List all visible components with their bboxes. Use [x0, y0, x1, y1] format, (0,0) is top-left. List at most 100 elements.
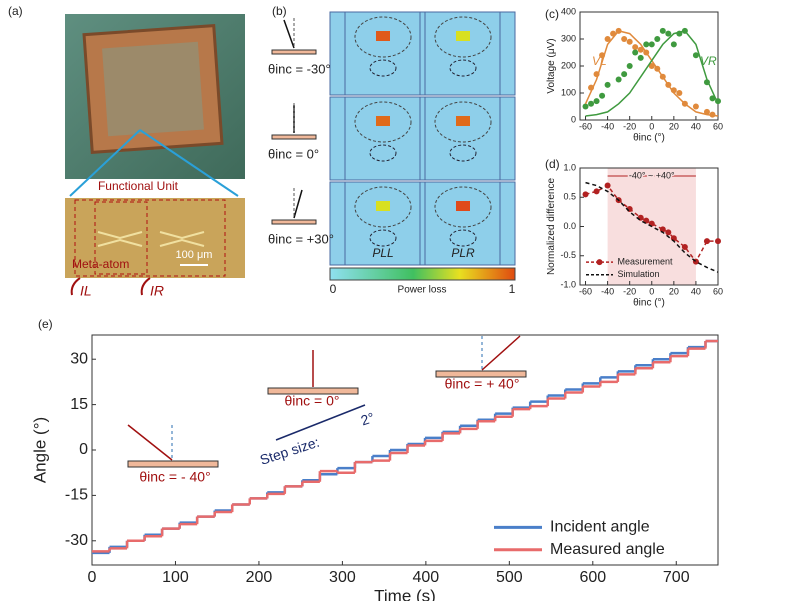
- panel-label: (d): [545, 157, 560, 171]
- y-tick-label: -15: [65, 487, 88, 504]
- x-tick-label: -60: [579, 287, 592, 297]
- x-tick-label: 40: [691, 122, 701, 132]
- sim-ellipse: [449, 59, 477, 77]
- colorbar-label: Power loss: [398, 285, 447, 296]
- hotspot: [376, 116, 390, 126]
- data-point: [648, 41, 655, 48]
- meta-atom-box: [94, 201, 148, 275]
- data-point: [692, 103, 699, 110]
- simulation: θinc = -30° θinc = 0° PLL PLR θinc = +30°: [268, 11, 516, 266]
- colorbar: [329, 267, 516, 281]
- sample-plate: [127, 460, 219, 468]
- data-line: [585, 184, 718, 263]
- y-tick-label: 300: [561, 33, 576, 43]
- y-tick-label: 400: [561, 6, 576, 16]
- hotspot: [456, 116, 470, 126]
- sample-plate: [271, 219, 317, 225]
- annotation: 2°: [359, 409, 377, 428]
- panel-label: (c): [545, 7, 559, 21]
- sim-ellipse: [369, 59, 397, 77]
- range-label: -40° ~ +40°: [629, 170, 675, 180]
- incidence-arrow: [481, 335, 521, 371]
- colorbar-min: 0: [330, 282, 337, 296]
- x-tick-label: 20: [669, 287, 679, 297]
- data-point: [676, 90, 683, 96]
- functional-unit-box: [74, 199, 226, 277]
- lead: [140, 277, 151, 296]
- data-point: [599, 92, 606, 99]
- angle-label: θinc = 0°: [268, 146, 319, 161]
- x-tick-label: 200: [246, 569, 273, 586]
- data-point: [665, 30, 672, 37]
- x-axis-label: Time (s): [374, 586, 436, 601]
- incidence-arrow: [283, 19, 295, 49]
- data-line: [585, 181, 719, 273]
- step-arrow: [275, 404, 366, 441]
- x-tick-label: 0: [649, 122, 654, 132]
- data-point: [632, 44, 639, 51]
- x-tick-label: 600: [579, 569, 606, 586]
- x-tick-label: -40: [601, 122, 614, 132]
- x-tick-label: -20: [623, 287, 636, 297]
- data-point: [637, 54, 644, 61]
- lead: [70, 277, 81, 296]
- sim-ellipse: [449, 229, 477, 247]
- sim-ellipse: [434, 186, 492, 228]
- x-tick-label: -60: [579, 122, 592, 132]
- y-tick-label: 1.0: [563, 162, 576, 172]
- y-tick-label: 100: [561, 87, 576, 97]
- sim-cell: [329, 181, 516, 266]
- zoom-line: [139, 129, 239, 197]
- y-tick-label: -0.5: [560, 250, 576, 260]
- panel-label: (e): [38, 317, 53, 331]
- x-tick-label: 700: [663, 569, 690, 586]
- y-tick-label: 0: [571, 114, 576, 124]
- hotspot: [376, 31, 390, 41]
- angle-label: θinc = -30°: [268, 61, 331, 76]
- annotation: θinc = + 40°: [445, 376, 520, 392]
- data-point: [670, 41, 677, 48]
- data-point: [692, 52, 699, 59]
- sim-ellipse: [434, 101, 492, 143]
- sim-ellipse: [369, 229, 397, 247]
- legend-label: Simulation: [618, 269, 660, 279]
- current-label: IR: [150, 283, 164, 299]
- sample-plate: [435, 370, 527, 378]
- meta-atom-label: Meta-atom: [72, 257, 129, 271]
- x-axis-label: θinc (°): [633, 298, 665, 309]
- y-tick-label: 200: [561, 60, 576, 70]
- chip-array: [102, 41, 204, 137]
- data-line: [585, 30, 719, 117]
- data-point: [626, 38, 633, 45]
- x-tick-label: 500: [496, 569, 523, 586]
- annotation: Step size:: [258, 434, 321, 468]
- y-axis-label: Voltage (μV): [546, 38, 557, 93]
- sim-cell: [329, 11, 516, 96]
- sim-ellipse: [369, 144, 397, 162]
- data-point: [681, 243, 688, 250]
- pl-label: PLL: [372, 246, 393, 260]
- data-point: [654, 36, 661, 42]
- y-tick-label: 0.0: [563, 221, 576, 231]
- x-tick-label: 0: [88, 569, 97, 586]
- x-tick-label: 20: [669, 122, 679, 132]
- data-point: [621, 36, 628, 42]
- legend-label: Measured angle: [550, 541, 665, 558]
- angle-label: θinc = +30°: [268, 231, 334, 246]
- data-point: [632, 49, 639, 56]
- y-tick-label: -30: [65, 532, 88, 549]
- data-point: [621, 71, 628, 78]
- series-label: VL: [592, 54, 607, 68]
- y-tick-label: 0.5: [563, 192, 576, 202]
- current-label: IL: [80, 283, 92, 299]
- annotation: θinc = 0°: [284, 393, 339, 409]
- legend-marker: [596, 259, 603, 266]
- panel-label: (b): [272, 4, 287, 18]
- sim-ellipse: [449, 144, 477, 162]
- data-point: [615, 76, 622, 83]
- hotspot: [456, 31, 470, 41]
- scale-label: 100 μm: [176, 249, 213, 261]
- data-point: [582, 103, 589, 110]
- y-tick-label: 30: [70, 350, 88, 367]
